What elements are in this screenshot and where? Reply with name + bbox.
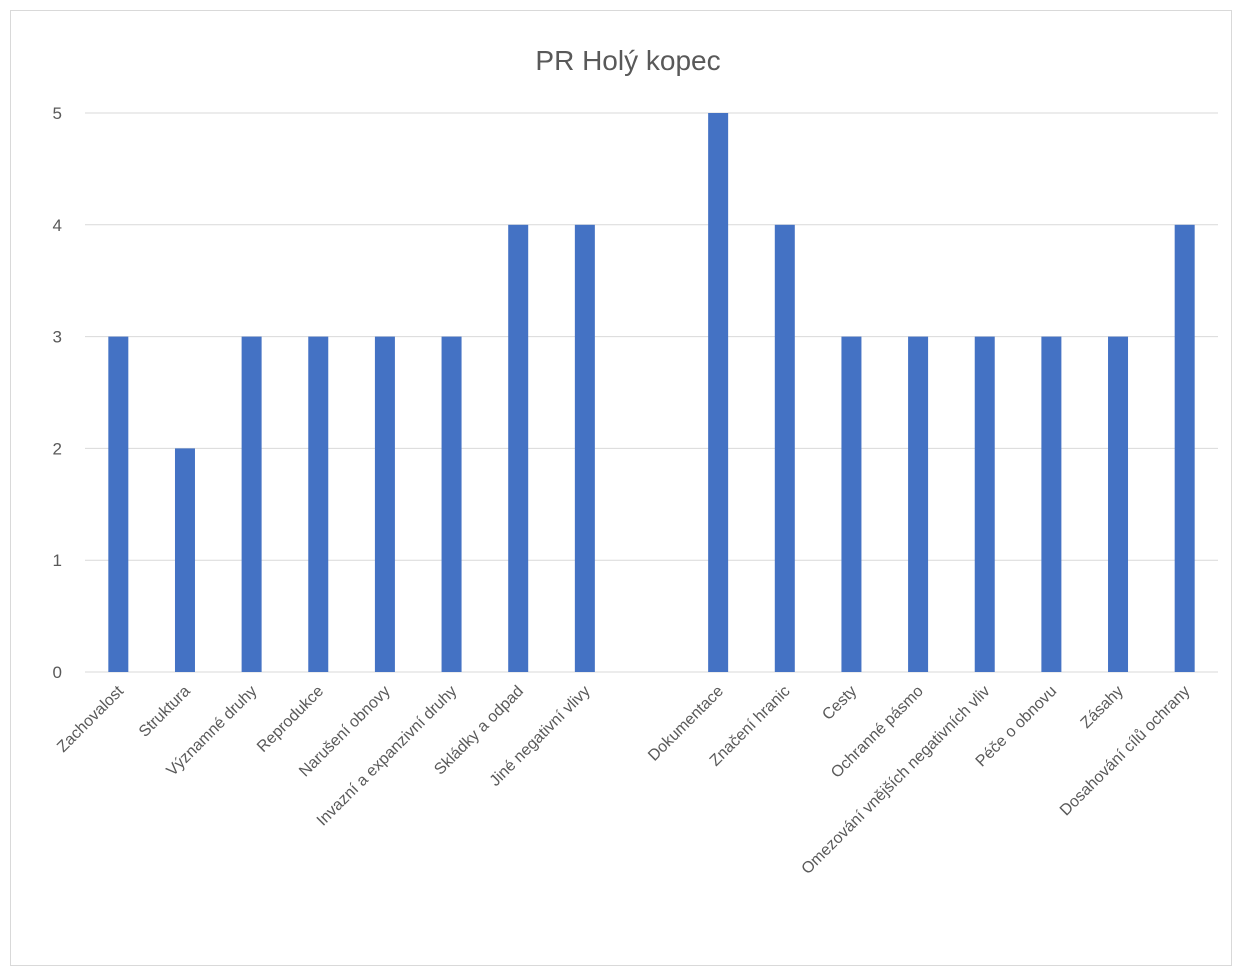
x-tick-label: Struktura	[136, 683, 194, 741]
bar	[441, 336, 462, 672]
y-tick-label: 4	[53, 216, 62, 235]
bar	[708, 113, 729, 672]
bars	[108, 113, 1195, 673]
chart-title: PR Holý kopec	[535, 45, 720, 76]
y-axis-ticks: 0 1 2 3 4 5	[53, 104, 62, 682]
bar	[1108, 336, 1129, 672]
x-tick-label: Invazní a expanzivní druhy	[314, 683, 461, 830]
bar	[241, 336, 262, 672]
x-tick-label: Zásahy	[1078, 683, 1127, 732]
bar	[1174, 224, 1195, 673]
x-tick-label: Dosahování cílů ochrany	[1056, 682, 1193, 819]
bar	[974, 336, 995, 672]
bar	[908, 336, 929, 672]
bar	[174, 448, 195, 672]
gridlines	[85, 112, 1218, 673]
y-tick-label: 3	[53, 328, 62, 347]
bar	[508, 224, 529, 673]
x-tick-label: Reprodukce	[254, 683, 327, 756]
y-tick-label: 1	[53, 551, 62, 570]
x-tick-label: Zachovalost	[54, 682, 127, 755]
chart-frame	[10, 10, 1232, 966]
bar	[574, 224, 595, 673]
bar	[774, 224, 795, 673]
y-tick-label: 5	[53, 104, 62, 123]
bar	[108, 336, 129, 672]
x-tick-label: Cesty	[819, 683, 860, 724]
bar	[841, 336, 862, 672]
y-tick-label: 0	[53, 663, 62, 682]
bar	[308, 336, 329, 672]
y-tick-label: 2	[53, 439, 62, 458]
bar	[374, 336, 395, 672]
bar	[1041, 336, 1062, 672]
